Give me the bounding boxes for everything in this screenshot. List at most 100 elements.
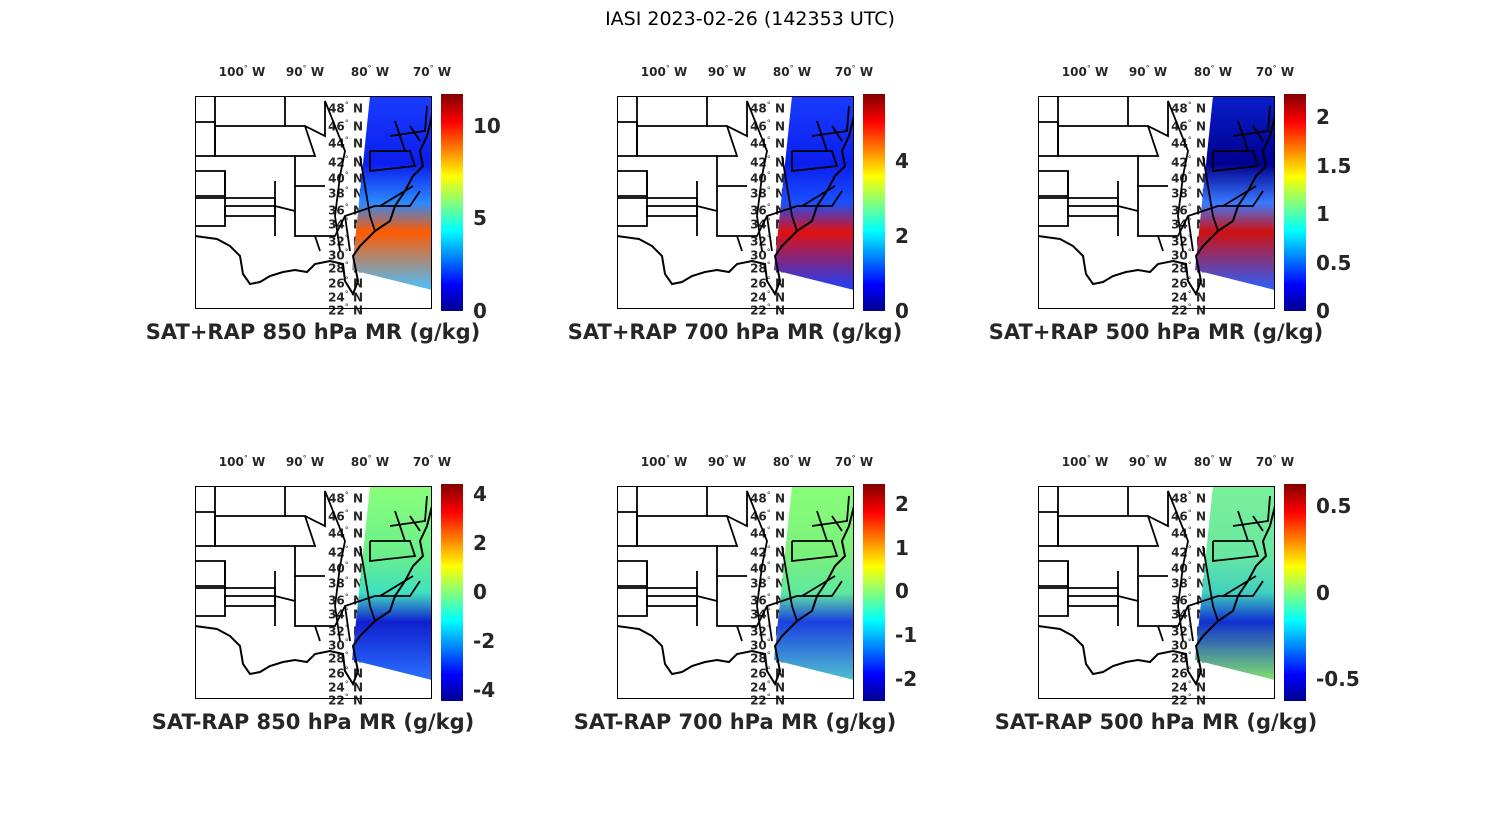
latitude-label: 46° N — [750, 508, 785, 524]
state-boundary — [617, 170, 648, 197]
latitude-label: 22° N — [1171, 692, 1206, 708]
satellite-swath — [774, 96, 854, 290]
state-boundary — [304, 490, 346, 607]
state-boundary — [617, 197, 698, 236]
state-boundary — [617, 511, 638, 547]
colorbar-tick-label: 0.5 — [1316, 250, 1352, 275]
state-boundary — [1147, 490, 1189, 607]
state-boundary — [617, 560, 648, 587]
longitude-label: 100° W — [1061, 64, 1109, 79]
colorbar-tick-label: -1 — [895, 623, 918, 648]
longitude-label: 90° W — [1128, 64, 1168, 79]
latitude-label: 46° N — [1171, 118, 1206, 134]
coastline — [195, 96, 432, 297]
state-boundary — [224, 561, 276, 607]
colorbar-tick-label: 1.5 — [1316, 153, 1352, 178]
state-boundary — [1187, 215, 1194, 252]
state-boundary — [334, 605, 341, 642]
state-boundary — [1038, 595, 1139, 617]
latitude-label: 24° N — [750, 679, 785, 695]
panel-title: SAT-RAP 850 hPa MR (g/kg) — [151, 710, 475, 734]
panel-title: SAT+RAP 500 hPa MR (g/kg) — [988, 320, 1324, 344]
state-boundary — [1038, 205, 1139, 227]
colorbar-tick-label: -2 — [473, 628, 496, 653]
longitude-label: 90° W — [707, 454, 747, 469]
state-boundary — [707, 125, 747, 187]
state-boundary — [1202, 155, 1219, 232]
latitude-label: 38° N — [750, 575, 785, 591]
colorbar-tick-label: 2 — [473, 530, 487, 555]
latitude-label: 22° N — [328, 302, 363, 318]
colorbar — [1284, 484, 1306, 701]
state-boundary — [1232, 495, 1271, 527]
state-boundary — [1057, 486, 1129, 517]
latitude-label: 48° N — [1171, 100, 1206, 116]
state-boundary — [214, 516, 295, 547]
state-boundary — [1038, 170, 1069, 197]
longitude-label: 90° W — [1128, 454, 1168, 469]
state-boundary — [1057, 96, 1129, 127]
latitude-label: 24° N — [328, 679, 363, 695]
latitude-label: 38° N — [328, 575, 363, 591]
state-boundary — [334, 215, 341, 252]
longitude-label: 100° W — [1061, 454, 1109, 469]
state-boundary — [359, 545, 376, 622]
state-boundary — [1038, 511, 1059, 547]
latitude-label: 42° N — [750, 154, 785, 170]
colorbar-tick-label: 4 — [895, 149, 909, 174]
state-boundary — [781, 155, 798, 232]
colorbar — [441, 484, 463, 701]
longitude-label: 80° W — [350, 64, 390, 79]
colorbar-tick-label: -4 — [473, 677, 496, 702]
axes-frame — [1038, 486, 1275, 699]
longitude-label: 70° W — [834, 454, 874, 469]
colorbar-tick-label: -0.5 — [1316, 666, 1360, 691]
state-boundary — [195, 587, 276, 626]
colorbar-tick-label: 10 — [473, 113, 501, 138]
state-boundary — [379, 185, 414, 207]
state-boundary — [1067, 171, 1119, 217]
longitude-label: 100° W — [640, 454, 688, 469]
state-boundary — [816, 510, 828, 542]
latitude-label: 48° N — [328, 490, 363, 506]
longitude-label: 90° W — [707, 64, 747, 79]
colorbar-tick-label: 0.5 — [1316, 494, 1352, 519]
state-boundary — [1177, 215, 1184, 252]
state-boundary — [726, 490, 768, 607]
colorbar-tick-label: 0 — [1316, 299, 1330, 323]
latitude-label: 48° N — [328, 100, 363, 116]
state-boundary — [791, 150, 839, 173]
state-boundary — [1067, 561, 1119, 607]
longitude-label: 70° W — [1255, 64, 1295, 79]
state-boundary — [214, 486, 286, 517]
state-boundary — [195, 121, 216, 157]
state-boundary — [707, 515, 747, 577]
map-panel: 100° W 90° W 80° W 70° W 48° N 46° N 44° N 42° … — [995, 454, 1438, 786]
latitude-label: 24° N — [328, 289, 363, 305]
longitude-label: 90° W — [285, 64, 325, 79]
state-boundary — [214, 126, 295, 157]
state-boundary — [285, 515, 325, 577]
coastline — [195, 486, 432, 687]
state-boundary — [344, 605, 351, 642]
state-boundary — [636, 516, 717, 547]
state-boundary — [617, 595, 718, 617]
state-boundary — [1057, 126, 1138, 157]
latitude-label: 42° N — [328, 544, 363, 560]
state-boundary — [636, 96, 708, 127]
latitude-label: 24° N — [750, 289, 785, 305]
latitude-label: 46° N — [1171, 508, 1206, 524]
state-boundary — [646, 561, 698, 607]
state-boundary — [816, 120, 828, 152]
state-boundary — [801, 185, 836, 207]
state-boundary — [1038, 121, 1059, 157]
state-boundary — [1038, 560, 1069, 587]
state-boundary — [195, 205, 296, 227]
map-axes — [1038, 96, 1275, 309]
latitude-label: 22° N — [750, 692, 785, 708]
state-boundary — [1252, 515, 1264, 532]
latitude-label: 22° N — [1171, 302, 1206, 318]
longitude-label: 80° W — [1193, 454, 1233, 469]
state-boundary — [756, 605, 763, 642]
state-boundary — [1252, 125, 1264, 142]
